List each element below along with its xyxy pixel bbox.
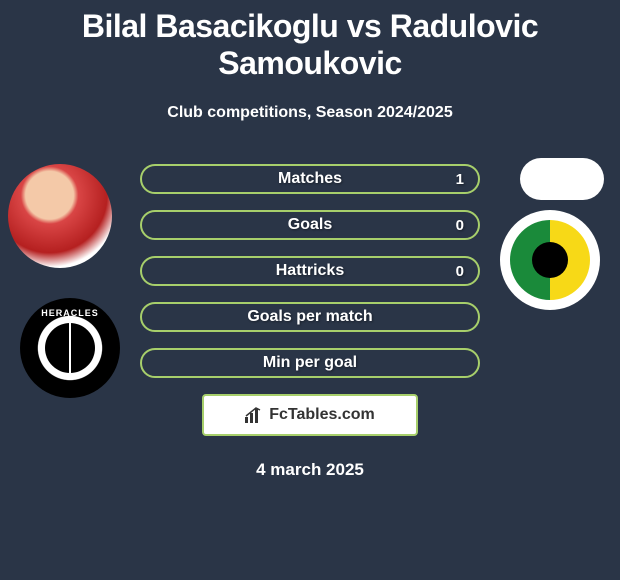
heracles-icon [45,323,95,373]
stat-row-hattricks: Hattricks 0 [140,256,480,286]
fortuna-icon [510,220,590,300]
season-subtitle: Club competitions, Season 2024/2025 [0,104,620,122]
comparison-title: Bilal Basacikoglu vs Radulovic Samoukovi… [0,0,620,82]
date-label: 4 march 2025 [0,460,620,480]
stat-rows: Matches 1 Goals 0 Hattricks 0 Goals per … [140,164,480,378]
stat-value: 0 [456,263,464,280]
stat-value: 0 [456,217,464,234]
stat-label: Goals [288,216,332,234]
player-avatar-right [520,158,604,200]
stat-label: Matches [278,170,342,188]
stat-label: Min per goal [263,354,357,372]
stat-row-goals-per-match: Goals per match [140,302,480,332]
comparison-content: Matches 1 Goals 0 Hattricks 0 Goals per … [0,164,620,480]
stat-row-matches: Matches 1 [140,164,480,194]
stat-label: Hattricks [276,262,344,280]
club-logo-left [20,298,120,398]
player-avatar-left [8,164,112,268]
fctables-badge[interactable]: FcTables.com [202,394,418,436]
stat-row-min-per-goal: Min per goal [140,348,480,378]
club-logo-right [500,210,600,310]
chart-icon [245,407,263,423]
stat-label: Goals per match [247,308,372,326]
stat-row-goals: Goals 0 [140,210,480,240]
fctables-label: FcTables.com [269,406,375,424]
stat-value: 1 [456,171,464,188]
